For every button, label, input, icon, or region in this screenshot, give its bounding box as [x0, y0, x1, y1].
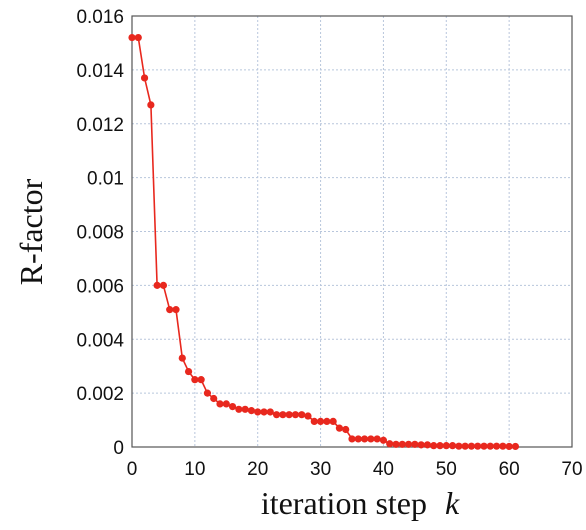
- data-point: [197, 376, 205, 384]
- x-tick-labels: 0 10 20 30 40 50 60 70: [127, 459, 583, 480]
- y-axis-title: R-factor: [13, 178, 49, 285]
- y-tick-label: 0.002: [76, 384, 124, 405]
- y-tick-label: 0.014: [76, 61, 124, 82]
- plot-frame: [131, 15, 573, 448]
- data-point: [172, 306, 180, 314]
- x-tick-label: 70: [561, 459, 582, 480]
- data-point: [241, 405, 249, 413]
- y-tick-label: 0.008: [76, 223, 124, 244]
- data-point: [316, 417, 325, 426]
- x-axis-title-variable: k: [445, 485, 460, 521]
- data-point: [210, 394, 218, 403]
- data-point: [254, 408, 262, 416]
- data-point: [398, 440, 406, 448]
- data-point: [140, 74, 149, 82]
- data-point: [323, 417, 331, 426]
- data-point: [260, 408, 268, 416]
- data-point: [128, 33, 136, 42]
- data-point: [184, 367, 193, 376]
- y-tick-label: 0.012: [76, 115, 124, 136]
- data-point: [247, 407, 256, 415]
- x-tick-label: 10: [184, 459, 205, 480]
- data-point: [392, 440, 400, 448]
- data-point: [279, 411, 287, 419]
- y-tick-label: 0.01: [87, 169, 124, 190]
- data-point: [159, 281, 168, 289]
- data-point: [373, 435, 381, 443]
- y-tick-label: 0.006: [76, 276, 124, 297]
- y-tick-label: 0.004: [76, 330, 124, 351]
- grid: [131, 15, 573, 448]
- data-point: [285, 411, 293, 419]
- data-point: [335, 424, 344, 432]
- x-axis-title-text: iteration step: [261, 485, 427, 521]
- data-point: [147, 101, 155, 109]
- data-point: [379, 436, 388, 444]
- data-point: [348, 435, 356, 443]
- series-r-factor: [128, 33, 520, 451]
- data-point: [166, 306, 174, 314]
- data-point: [386, 440, 394, 448]
- y-tick-label: 0.016: [76, 7, 124, 28]
- data-point: [455, 442, 463, 450]
- data-point: [134, 33, 142, 42]
- data-point: [266, 408, 274, 416]
- data-point: [486, 442, 494, 450]
- data-point: [499, 442, 507, 450]
- data-point: [228, 402, 237, 411]
- data-point: [178, 354, 186, 362]
- data-point: [467, 442, 476, 450]
- data-point: [367, 435, 375, 443]
- data-point: [304, 412, 312, 420]
- x-axis-title: iteration step k: [261, 485, 460, 521]
- data-point: [272, 411, 281, 419]
- data-point: [474, 442, 482, 450]
- data-point: [442, 442, 450, 450]
- data-point: [153, 281, 161, 289]
- data-point: [222, 400, 230, 408]
- data-point: [505, 442, 513, 451]
- x-tick-label: 20: [247, 459, 268, 480]
- data-point: [461, 442, 469, 450]
- data-point: [235, 405, 243, 413]
- data-point: [360, 435, 369, 443]
- data-point: [216, 400, 224, 408]
- data-point: [329, 417, 337, 426]
- series-line: [132, 36, 516, 448]
- data-point: [511, 442, 520, 451]
- data-point: [404, 440, 413, 448]
- data-point: [342, 425, 350, 434]
- data-point: [448, 442, 457, 450]
- data-point: [430, 442, 438, 450]
- data-point: [423, 441, 432, 449]
- data-point: [310, 417, 318, 426]
- data-point: [411, 440, 419, 448]
- data-point: [492, 442, 501, 450]
- data-point: [291, 411, 300, 419]
- data-point: [203, 389, 212, 397]
- data-point: [480, 442, 488, 450]
- data-point: [298, 411, 306, 419]
- data-point: [191, 376, 199, 384]
- x-tick-label: 60: [499, 459, 520, 480]
- data-point: [354, 435, 362, 443]
- data-point: [436, 442, 444, 450]
- x-tick-label: 30: [310, 459, 331, 480]
- y-tick-label: 0: [113, 438, 124, 459]
- y-tick-labels: 0 0.002 0.004 0.006 0.008 0.01 0.012 0.014 0.016: [76, 7, 124, 459]
- x-tick-label: 50: [436, 459, 457, 480]
- x-tick-label: 0: [127, 459, 138, 480]
- x-tick-label: 40: [373, 459, 394, 480]
- data-point: [417, 441, 425, 449]
